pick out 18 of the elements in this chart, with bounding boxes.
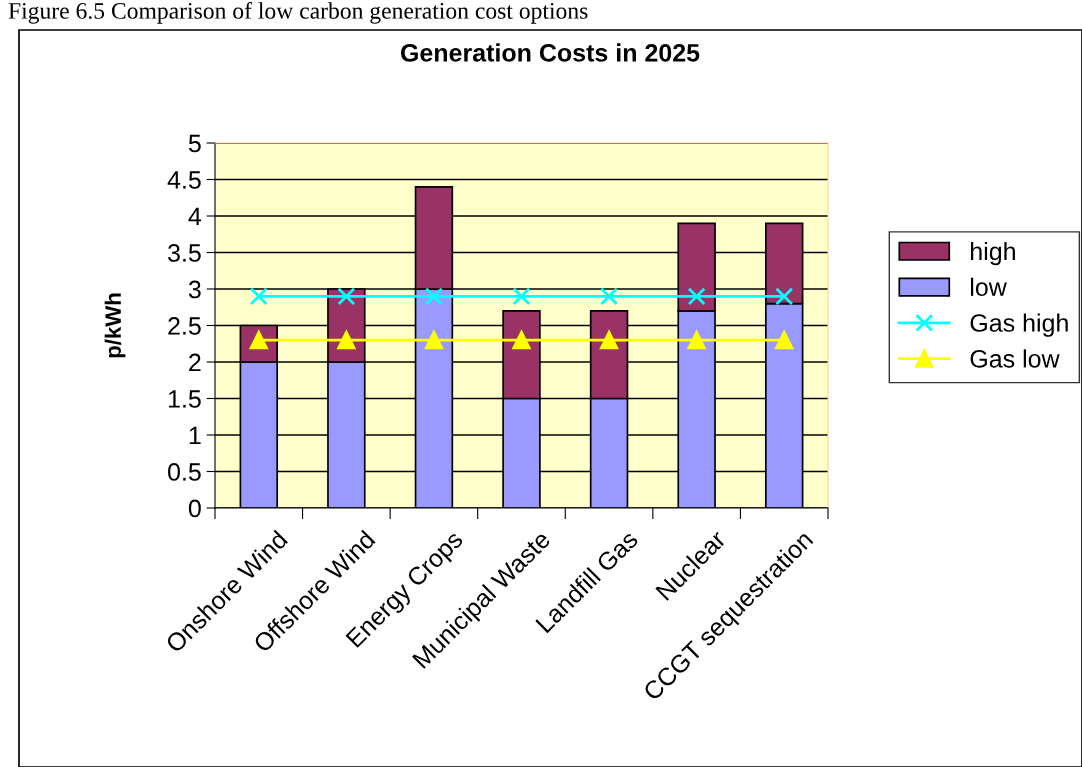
caption: Figure 6.5 Comparison of low carbon generation cost options	[8, 2, 588, 24]
y-tick-label: 4.5	[167, 171, 201, 189]
y-tick-label: 1.5	[168, 390, 201, 408]
y-tick-label: 5	[188, 134, 201, 153]
y-tick-label: 0.5	[168, 463, 201, 481]
y-tick-label: 4	[188, 207, 202, 226]
chart-title: Generation Costs in 2025	[400, 43, 700, 62]
y-tick-label: 0	[188, 499, 201, 518]
y-tick-label: 2	[189, 353, 201, 372]
legend-label: low	[970, 277, 1007, 297]
legend-label: high	[971, 241, 1015, 266]
y-tick-label: 1	[189, 426, 201, 445]
y-axis-title: p/kWh	[104, 293, 126, 358]
legend-label: Gas low	[970, 349, 1060, 368]
y-tick-label: 3.5	[168, 244, 201, 262]
y-tick-label: 3	[188, 280, 201, 299]
y-tick-label: 2.5	[168, 317, 201, 335]
legend-label: Gas high	[970, 313, 1068, 337]
